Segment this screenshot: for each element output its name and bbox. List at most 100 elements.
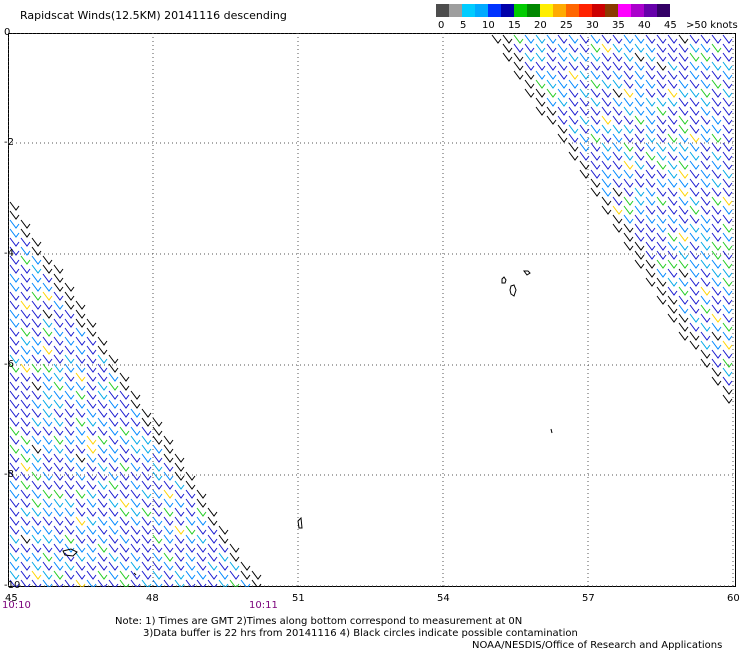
wind-barb xyxy=(75,498,86,508)
wind-barb xyxy=(590,142,601,152)
wind-barb xyxy=(656,70,667,80)
wind-barb xyxy=(568,142,579,152)
wind-barb xyxy=(700,124,711,134)
wind-barb xyxy=(20,408,31,418)
wind-barb xyxy=(119,489,130,499)
wind-barb xyxy=(31,444,42,454)
wind-barb xyxy=(722,124,733,134)
wind-barb xyxy=(218,570,229,580)
wind-barb xyxy=(656,160,667,170)
wind-barb xyxy=(152,534,163,544)
wind-barb xyxy=(108,507,119,517)
wind-barb xyxy=(590,115,601,125)
wind-barb xyxy=(700,70,711,80)
wind-barb xyxy=(9,291,20,301)
wind-barb xyxy=(711,187,722,197)
wind-barb xyxy=(700,358,711,368)
wind-barb xyxy=(678,322,689,332)
wind-barb xyxy=(689,43,700,53)
wind-barb xyxy=(612,196,623,206)
wind-barb xyxy=(42,579,53,587)
wind-barb xyxy=(601,34,612,44)
wind-barb xyxy=(700,277,711,287)
legend-swatch xyxy=(527,4,540,17)
wind-barb xyxy=(185,498,196,508)
wind-barb xyxy=(75,417,86,427)
wind-barb xyxy=(612,187,623,197)
wind-barb xyxy=(119,561,130,571)
wind-barb xyxy=(20,336,31,346)
wind-barb xyxy=(53,291,64,301)
wind-barb xyxy=(645,61,656,71)
wind-barb xyxy=(119,462,130,472)
wind-barb xyxy=(53,462,64,472)
wind-barb xyxy=(64,363,75,373)
wind-barb xyxy=(31,291,42,301)
wind-barb xyxy=(75,534,86,544)
wind-barb xyxy=(667,277,678,287)
wind-barb xyxy=(196,489,207,499)
wind-barb xyxy=(86,498,97,508)
wind-barb xyxy=(20,453,31,463)
wind-barb xyxy=(557,106,568,116)
wind-barb xyxy=(42,408,53,418)
wind-barb xyxy=(623,133,634,143)
wind-barb xyxy=(9,552,20,562)
wind-barb xyxy=(722,61,733,71)
wind-barb xyxy=(185,570,196,580)
wind-barb xyxy=(152,570,163,580)
wind-barb xyxy=(141,498,152,508)
wind-barb xyxy=(31,255,42,265)
island-coastline xyxy=(297,516,303,529)
wind-barb xyxy=(722,295,733,305)
wind-barb xyxy=(711,61,722,71)
wind-barb xyxy=(185,561,196,571)
wind-barb xyxy=(645,187,656,197)
note-line: NOAA/NESDIS/Office of Research and Appli… xyxy=(472,640,723,651)
wind-barb xyxy=(53,318,64,328)
wind-barb xyxy=(31,381,42,391)
wind-barb xyxy=(64,444,75,454)
wind-barb xyxy=(185,480,196,490)
wind-barb xyxy=(645,88,656,98)
wind-barb xyxy=(711,367,722,377)
wind-barb xyxy=(612,34,623,44)
wind-barb xyxy=(20,498,31,508)
wind-barb xyxy=(86,354,97,364)
wind-barb xyxy=(196,552,207,562)
wind-barb xyxy=(152,516,163,526)
wind-barb xyxy=(163,534,174,544)
wind-barb xyxy=(53,372,64,382)
wind-barb xyxy=(31,399,42,409)
wind-barb xyxy=(678,160,689,170)
wind-barb xyxy=(9,201,20,211)
wind-barb xyxy=(119,426,130,436)
wind-barb xyxy=(601,133,612,143)
wind-barb xyxy=(634,151,645,161)
wind-barb xyxy=(656,61,667,71)
wind-barb xyxy=(612,61,623,71)
wind-barb xyxy=(97,489,108,499)
wind-barb xyxy=(634,79,645,89)
wind-barb xyxy=(86,579,97,587)
wind-barb xyxy=(229,543,240,553)
wind-barb xyxy=(568,151,579,161)
wind-barb xyxy=(64,318,75,328)
wind-barb xyxy=(75,426,86,436)
wind-barb xyxy=(667,223,678,233)
wind-barb xyxy=(678,214,689,224)
wind-barb xyxy=(163,552,174,562)
wind-barb xyxy=(97,579,108,587)
wind-barb xyxy=(711,106,722,116)
wind-barb xyxy=(152,417,163,427)
wind-barb xyxy=(75,345,86,355)
wind-barb xyxy=(53,408,64,418)
wind-barb xyxy=(86,408,97,418)
wind-barb xyxy=(557,43,568,53)
wind-barb xyxy=(31,336,42,346)
wind-barb xyxy=(86,417,97,427)
wind-barb xyxy=(218,534,229,544)
wind-barb xyxy=(75,570,86,580)
wind-barb xyxy=(601,205,612,215)
wind-barb xyxy=(97,498,108,508)
